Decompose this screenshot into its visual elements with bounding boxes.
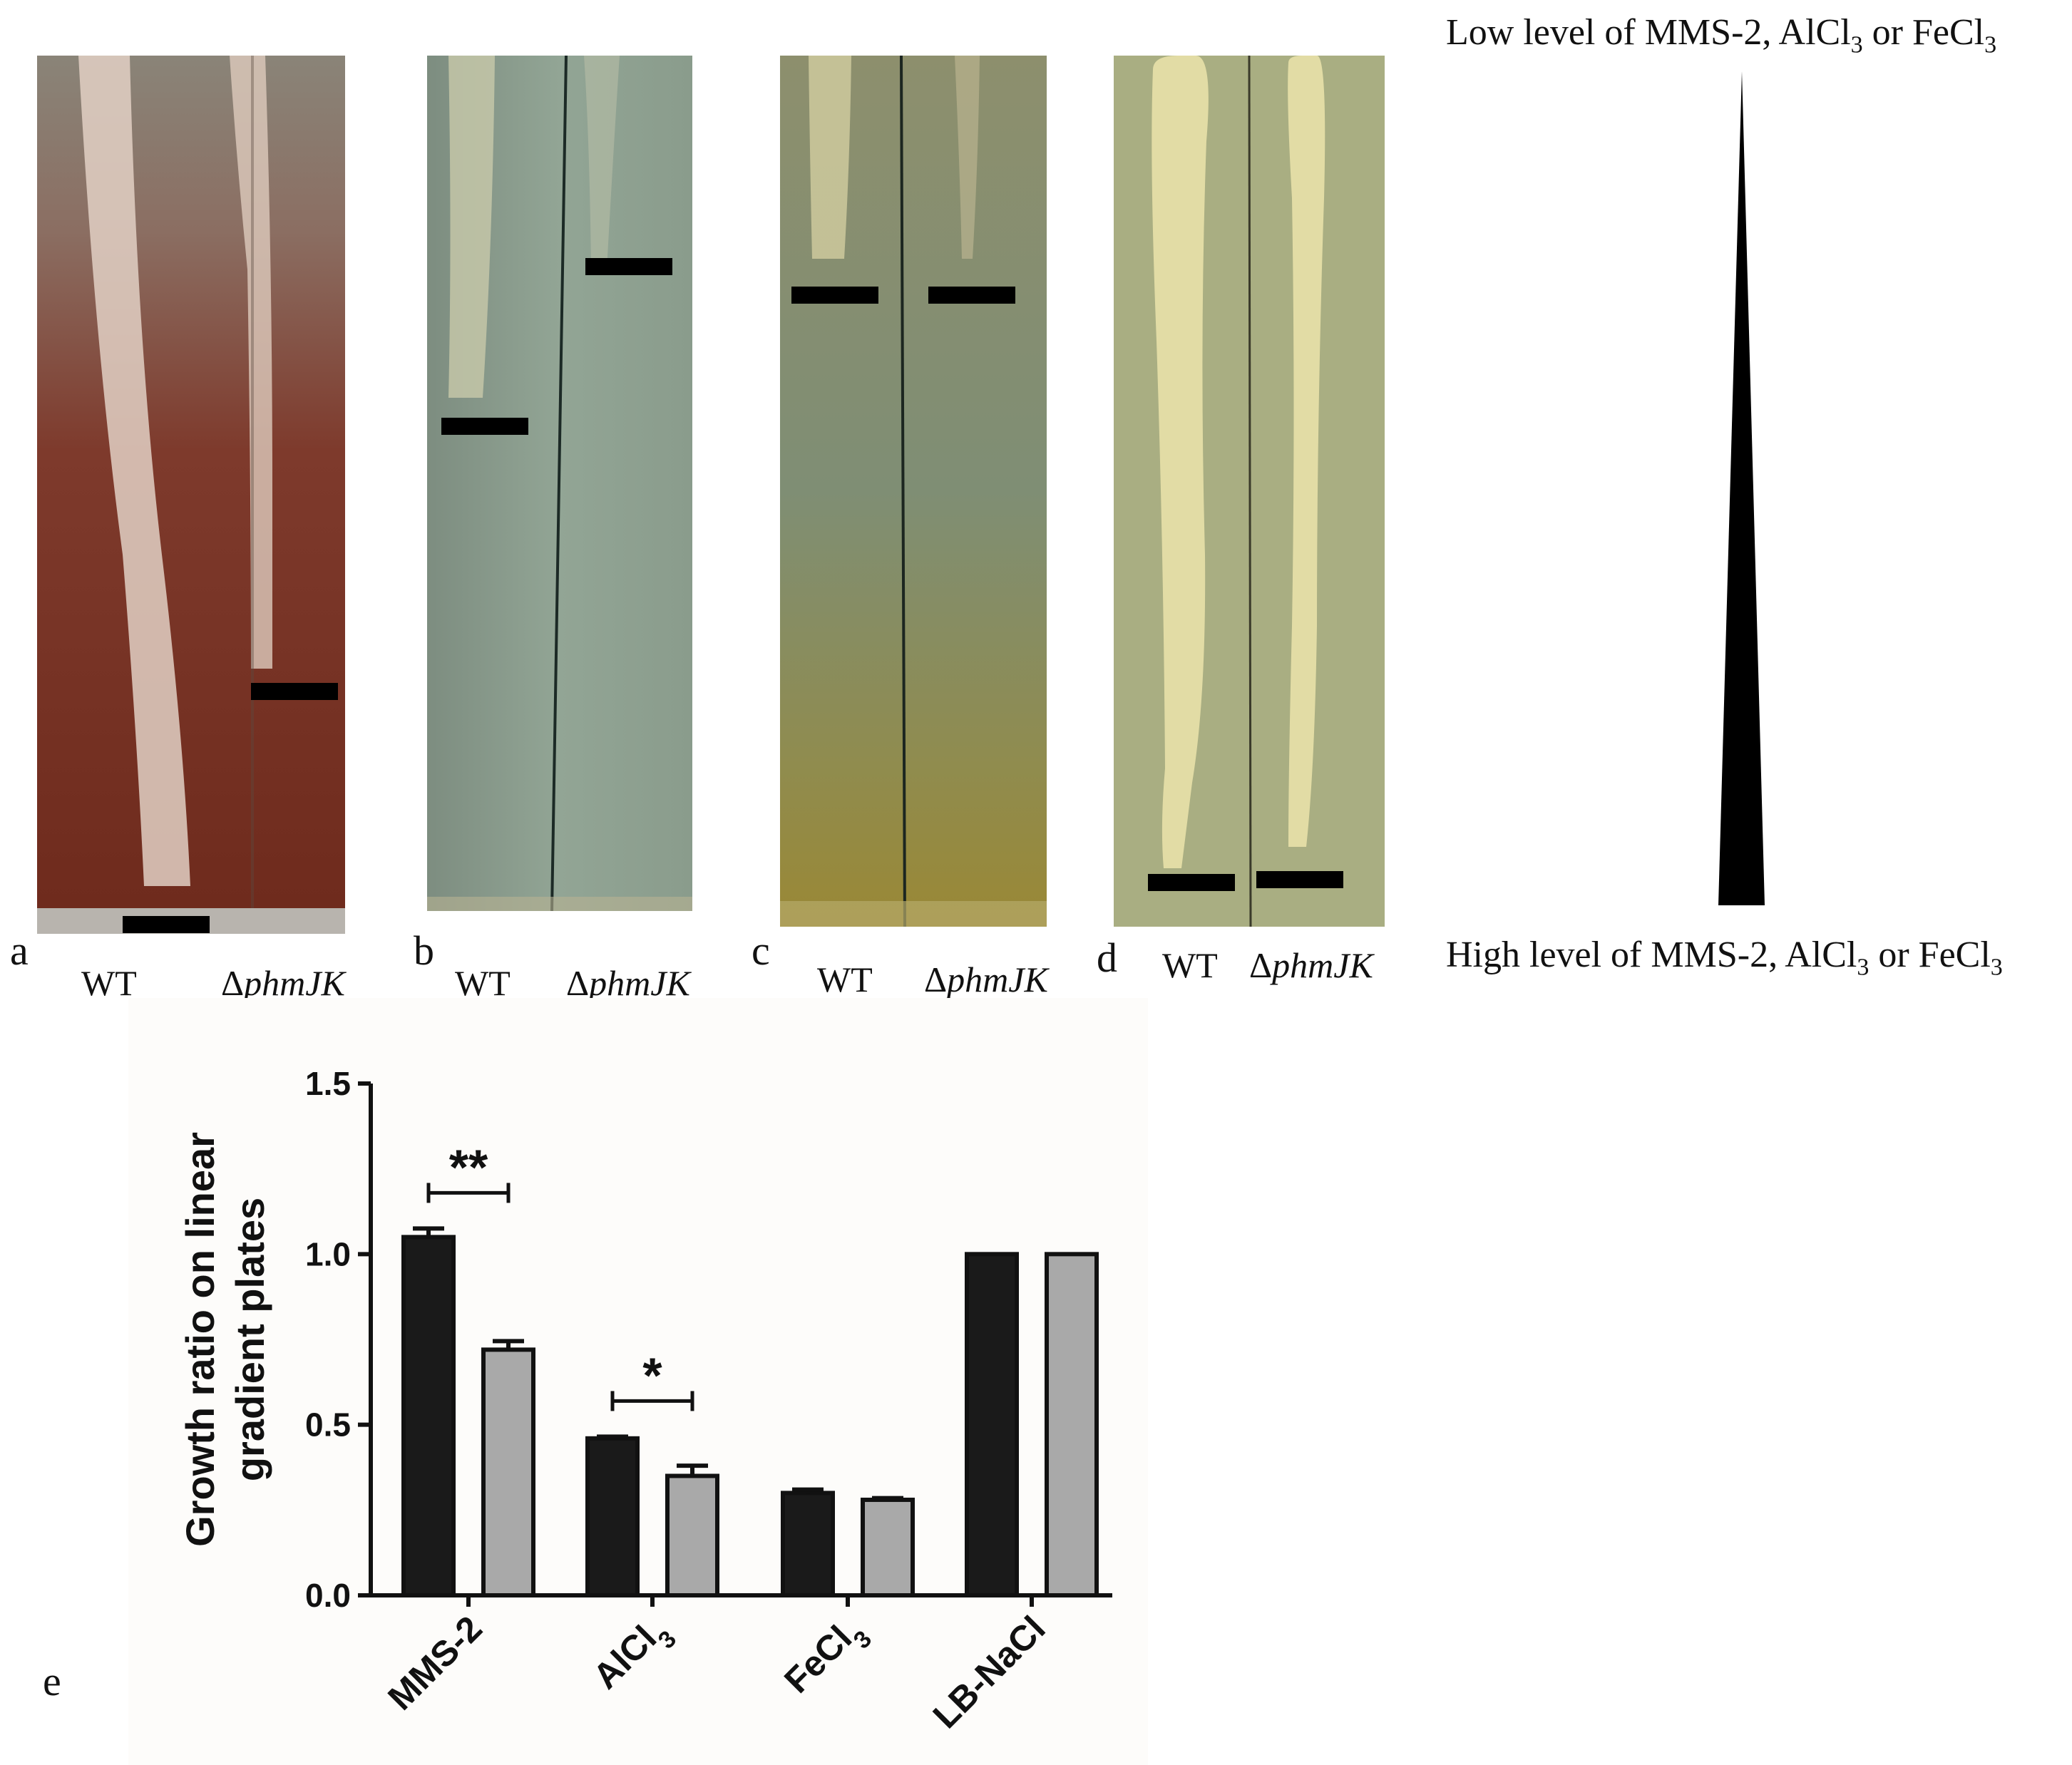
plate-a: [37, 56, 345, 934]
gradient-top-label: Low level of MMS-2, AlCl3 or FeCl3: [1446, 12, 1997, 58]
gradient-bottom-label: High level of MMS-2, AlCl3 or FeCl3: [1446, 935, 2003, 981]
x-category-label: AlCl3: [585, 1608, 682, 1704]
plate-d-image: [1114, 56, 1385, 927]
y-tick-label: 1.0: [305, 1235, 351, 1272]
bar: [965, 1252, 1019, 1597]
bar: [1045, 1252, 1099, 1597]
plate-a-image: [37, 56, 345, 934]
significance-label: **: [449, 1139, 488, 1195]
y-axis-label-line2: gradient plates: [227, 1198, 272, 1481]
panel-c-mutant-label: ΔphmJK: [924, 959, 1048, 999]
plate-d: [1114, 56, 1385, 927]
bar: [401, 1235, 456, 1597]
gradient-triangle: [1718, 71, 1765, 905]
bar: [481, 1347, 535, 1597]
plate-b: [427, 56, 692, 911]
x-category-label: MMS-2: [380, 1608, 490, 1718]
y-tick-label: 0.0: [305, 1577, 351, 1614]
plate-c: [780, 56, 1047, 927]
panel-b-wt-label: WT: [455, 963, 511, 1003]
y-tick-label: 0.5: [305, 1406, 351, 1444]
y-axis-label-line1: Growth ratio on linear: [178, 1132, 222, 1547]
significance-label: *: [642, 1347, 662, 1403]
panel-c-wt-label: WT: [817, 959, 873, 999]
plate-b-image: [427, 56, 692, 911]
panel-e-letter: e: [43, 1658, 61, 1704]
y-tick-label: 1.5: [305, 1065, 351, 1102]
panel-d-wt-label: WT: [1162, 945, 1218, 985]
chart-panel: 0.0 0.5 1.0 1.5 Growth ratio on linear gradie…: [128, 998, 1148, 1765]
panel-c-letter: c: [752, 927, 770, 974]
panel-b-mutant-label: ΔphmJK: [566, 963, 690, 1003]
bar-chart: 0.0 0.5 1.0 1.5 Growth ratio on linear gradie…: [178, 1065, 1112, 1736]
panel-b-letter: b: [414, 927, 434, 974]
x-category-label: LB-NaCl: [925, 1608, 1053, 1736]
panel-d-letter: d: [1097, 935, 1117, 981]
bar: [585, 1436, 640, 1598]
panel-a-letter: a: [10, 927, 29, 974]
bar: [781, 1491, 835, 1598]
panel-d-mutant-label: ΔphmJK: [1249, 945, 1373, 985]
panel-a-wt-label: WT: [81, 963, 137, 1003]
x-category-label: FeCl3: [776, 1608, 877, 1709]
bar: [665, 1473, 719, 1598]
panel-a-mutant-label: ΔphmJK: [221, 963, 345, 1003]
plate-c-image: [780, 56, 1047, 927]
bar: [861, 1497, 915, 1597]
